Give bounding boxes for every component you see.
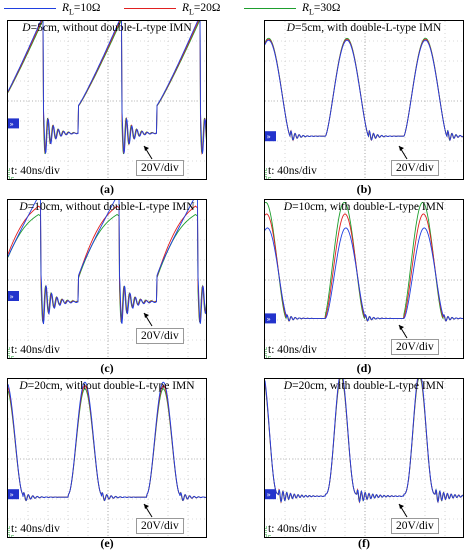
ground-marker-box-b <box>265 131 276 142</box>
series-line-f-2 <box>265 379 463 504</box>
panel-label-d: (d) <box>356 361 372 375</box>
ground-marker-b: » <box>265 131 276 142</box>
grid-e <box>8 379 206 537</box>
grid-b <box>265 21 463 179</box>
series-line-e-1 <box>8 381 206 502</box>
time-scale-label-d: t: 40ns/div <box>267 344 318 356</box>
oscilloscope-panel-c: » D=10cm, without double-L-type IMN t: 4… <box>7 199 207 359</box>
ground-marker-glyph-d: » <box>267 315 271 323</box>
grid-c <box>8 200 206 358</box>
scale-arrow-head-a <box>144 146 149 151</box>
legend-swatch-rl-30 <box>244 8 296 9</box>
ground-marker-c: » <box>8 291 19 301</box>
scale-arrow-head-d <box>399 325 404 330</box>
scale-arrow-head-b <box>399 146 404 151</box>
series-line-f-1 <box>265 379 463 504</box>
voltage-scale-label-f: 20V/div <box>391 518 439 534</box>
panel-label-c: (c) <box>100 361 114 375</box>
panel-title-b: D=5cm, with double-L-type IMN <box>286 22 442 34</box>
legend-label-rl-10: RL=10Ω <box>62 2 101 17</box>
time-scale-label-a: t: 40ns/div <box>10 165 61 177</box>
ground-marker-glyph-a: » <box>10 120 14 128</box>
waveform-plot-e: » <box>8 379 206 537</box>
scale-arrow-head-c <box>144 313 149 318</box>
time-scale-label-c: t: 40ns/div <box>10 344 61 356</box>
voltage-scale-label-a: 20V/div <box>136 160 184 176</box>
ground-marker-d: » <box>265 313 276 324</box>
oscilloscope-panel-d: » D=10cm, with double-L-type IMN t: 40ns… <box>264 199 464 359</box>
panel-title-c: D=10cm, without double-L-type IMN <box>19 201 195 213</box>
series-line-d-2 <box>265 213 463 322</box>
series-line-c-2 <box>8 205 206 323</box>
series-line-a-3 <box>8 21 206 155</box>
series-line-c-1 <box>8 200 206 325</box>
panel-title-e: D=20cm, without double-L-type IMN <box>19 380 195 392</box>
oscilloscope-panel-e: » D=20cm, without double-L-type IMN t: 4… <box>7 378 207 538</box>
ground-marker-e: » <box>8 489 19 500</box>
grid-a <box>8 21 206 179</box>
ground-marker-box-c <box>8 291 19 301</box>
series-line-a-1 <box>8 21 206 154</box>
panel-title-a: D=5cm, without double-L-type IMN <box>22 22 192 34</box>
waveform-plot-a: » <box>8 21 206 179</box>
legend-swatch-rl-10 <box>4 8 56 9</box>
ground-marker-f: » <box>265 489 276 500</box>
series-line-a-2 <box>8 21 206 155</box>
legend-label-rl-20: RL=20Ω <box>182 2 221 17</box>
panel-title-d: D=10cm, with double-L-type IMN <box>283 201 445 213</box>
waveform-plot-b: » <box>265 21 463 179</box>
series-line-b-3 <box>265 37 463 141</box>
oscilloscope-panel-b: » D=5cm, with double-L-type IMN t: 40ns/… <box>264 20 464 180</box>
ground-marker-box-f <box>265 489 276 500</box>
series-line-f-3 <box>265 379 463 504</box>
grid-d <box>265 200 463 358</box>
voltage-scale-label-c: 20V/div <box>136 328 184 344</box>
legend-swatch-rl-20 <box>124 8 176 9</box>
time-scale-label-b: t: 40ns/div <box>267 165 318 177</box>
panel-label-a: (a) <box>100 182 114 196</box>
series-line-b-1 <box>265 39 463 142</box>
waveform-plot-d: » <box>265 200 463 358</box>
ground-marker-glyph-e: » <box>10 491 14 499</box>
scale-arrow-head-e <box>144 504 149 509</box>
oscilloscope-panel-f: » D=20cm, with double-L-type IMN t: 40ns… <box>264 378 464 538</box>
time-scale-label-e: t: 40ns/div <box>10 523 61 535</box>
ground-marker-box-a <box>8 118 19 129</box>
time-scale-label-f: t: 40ns/div <box>267 523 318 535</box>
panel-label-e: (e) <box>100 536 114 550</box>
ground-marker-glyph-f: » <box>267 491 271 499</box>
panel-label-b: (b) <box>356 182 372 196</box>
ground-marker-glyph-b: » <box>267 133 271 141</box>
ground-marker-box-e <box>8 489 19 500</box>
ground-marker-box-d <box>265 313 276 324</box>
series-line-b-2 <box>265 38 463 142</box>
panel-title-f: D=20cm, with double-L-type IMN <box>283 380 445 392</box>
panel-label-f: (f) <box>358 536 370 550</box>
ground-marker-glyph-c: » <box>10 293 14 301</box>
oscilloscope-panel-a: » D=5cm, without double-L-type IMN t: 40… <box>7 20 207 180</box>
ground-marker-a: » <box>8 118 19 129</box>
grid-f <box>265 379 463 537</box>
scale-arrow-head-f <box>399 504 404 509</box>
voltage-scale-label-d: 20V/div <box>391 339 439 355</box>
legend-label-rl-30: RL=30Ω <box>302 2 341 17</box>
voltage-scale-label-e: 20V/div <box>136 518 184 534</box>
chart-legend: RL=10Ω RL=20Ω RL=30Ω <box>0 0 471 16</box>
voltage-scale-label-b: 20V/div <box>391 160 439 176</box>
waveform-plot-c: » <box>8 200 206 358</box>
series-line-d-1 <box>265 227 463 322</box>
waveform-plot-f: » <box>265 379 463 537</box>
